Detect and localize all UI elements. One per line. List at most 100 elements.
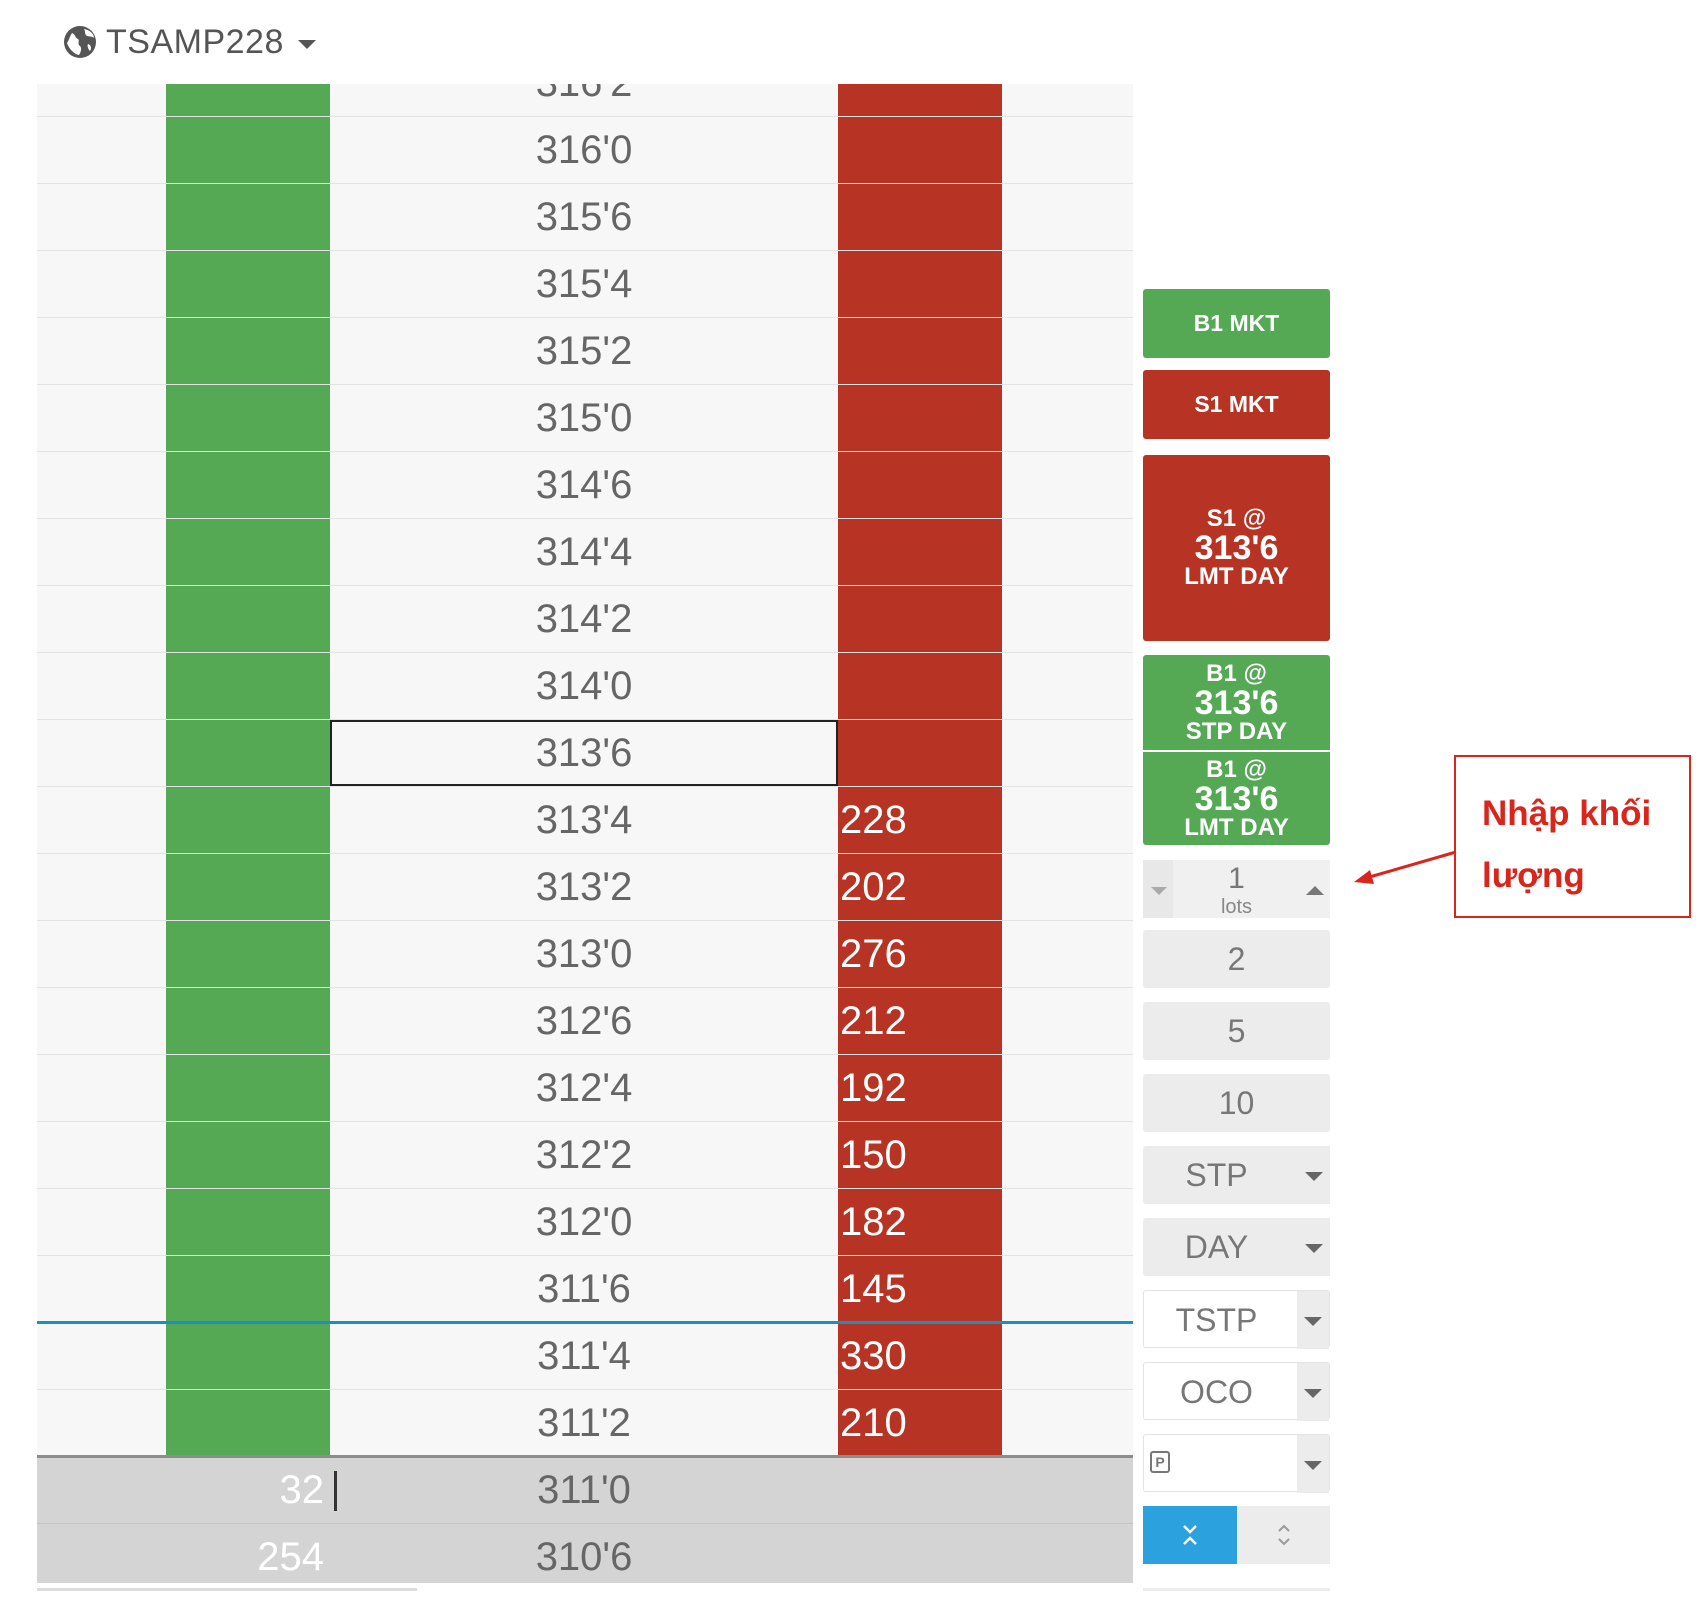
ladder-row[interactable]: 312'0 182 [37,1189,1133,1256]
bid-cell[interactable] [166,1390,330,1456]
ladder-row[interactable]: 311'6 145 [37,1256,1133,1323]
bid-cell[interactable] [166,1189,330,1255]
ask-cell[interactable]: 210 [840,1400,907,1445]
buy-stop-button[interactable]: B1 @ 313'6 STP DAY [1143,655,1330,750]
price-cell[interactable]: 311'4 [537,1333,631,1378]
ladder-row[interactable]: 313'6 [37,720,1133,787]
buy-limit-button[interactable]: B1 @ 313'6 LMT DAY [1143,752,1330,845]
ask-cell[interactable] [838,385,1002,451]
ladder-row[interactable]: 312'6 212 [37,988,1133,1055]
chevron-down-icon[interactable] [1297,1363,1329,1421]
ask-cell[interactable]: 330 [840,1333,907,1378]
trailing-stop-dropdown[interactable]: TSTP [1143,1290,1330,1349]
price-cell[interactable]: 315'4 [535,261,633,306]
price-cell[interactable]: 315'0 [535,395,633,440]
ask-cell[interactable]: 192 [840,1065,907,1110]
bid-cell[interactable] [166,318,330,384]
price-cell[interactable]: 312'2 [535,1132,633,1177]
price-cell[interactable]: 314'4 [535,529,633,574]
ladder-row[interactable]: 314'6 [37,452,1133,519]
ask-cell[interactable] [838,318,1002,384]
ask-cell[interactable] [838,653,1002,719]
ladder-row[interactable]: 316'0 [37,117,1133,184]
ladder-row[interactable]: 254 310'6 [37,1524,1133,1583]
ladder-row[interactable]: 32 311'0 [37,1457,1133,1524]
price-cell[interactable]: 314'0 [535,663,633,708]
bid-cell[interactable] [166,854,330,920]
bid-cell[interactable]: 254 [257,1534,324,1579]
price-cell[interactable]: 315'2 [535,328,633,373]
ladder-scrollbar[interactable] [37,1588,417,1591]
ask-cell[interactable]: 145 [840,1266,907,1311]
ask-cell[interactable] [838,1524,1002,1583]
increment-icon[interactable] [1300,860,1330,918]
bid-cell[interactable] [166,184,330,250]
bid-cell[interactable] [166,452,330,518]
price-cell[interactable]: 316'2 [330,84,838,116]
price-cell[interactable]: 311'0 [330,1457,838,1523]
quick-qty-2-button[interactable]: 2 [1143,930,1330,988]
ladder-row[interactable]: 312'4 192 [37,1055,1133,1122]
bid-cell[interactable] [166,519,330,585]
decrement-icon[interactable] [1143,860,1173,918]
ask-cell[interactable] [838,519,1002,585]
ask-column[interactable] [838,84,1002,1583]
price-cell[interactable]: 312'0 [535,1199,633,1244]
price-cell[interactable]: 313'6 [535,730,633,775]
price-cell[interactable]: 316'0 [535,127,633,172]
price-cell[interactable]: 312'4 [535,1065,633,1110]
ask-cell[interactable] [838,720,1002,786]
bid-cell[interactable] [166,1055,330,1121]
ask-cell[interactable]: 212 [840,998,907,1043]
ladder-row[interactable]: 311'2 210 [37,1390,1133,1457]
bracket-dropdown[interactable]: OCO [1143,1362,1330,1421]
ask-cell[interactable] [838,251,1002,317]
quick-qty-5-button[interactable]: 5 [1143,1002,1330,1060]
bid-cell[interactable] [166,1256,330,1322]
duration-dropdown[interactable]: DAY [1143,1218,1330,1276]
chevron-down-icon[interactable] [1297,1435,1329,1493]
price-cell[interactable]: 313'0 [535,931,633,976]
ladder-row[interactable]: 312'2 150 [37,1122,1133,1189]
buy-market-button[interactable]: B1 MKT [1143,289,1330,358]
price-cell[interactable]: 315'6 [535,194,633,239]
ask-cell[interactable] [838,1457,1002,1523]
ask-cell[interactable] [838,184,1002,250]
price-cell[interactable]: 312'6 [535,998,633,1043]
ladder-row[interactable]: 311'4 330 [37,1323,1133,1390]
price-cell[interactable]: 313'2 [535,864,633,909]
bid-cell[interactable] [166,787,330,853]
ladder-row[interactable]: 315'2 [37,318,1133,385]
bid-cell[interactable] [166,385,330,451]
quick-qty-10-button[interactable]: 10 [1143,1074,1330,1132]
ladder-row[interactable]: 313'4 228 [37,787,1133,854]
bid-cell[interactable] [166,720,330,786]
price-cell[interactable]: 311'2 [537,1400,631,1445]
price-cell[interactable]: 313'4 [535,797,633,842]
order-type-dropdown[interactable]: STP [1143,1146,1330,1204]
ask-cell[interactable]: 182 [840,1199,907,1244]
bid-cell[interactable] [166,653,330,719]
ask-cell[interactable] [838,452,1002,518]
ladder-row[interactable]: 314'0 [37,653,1133,720]
ask-cell[interactable]: 276 [840,931,907,976]
ask-cell[interactable]: 228 [840,797,907,842]
sell-market-button[interactable]: S1 MKT [1143,370,1330,439]
price-ladder[interactable]: 316'2 316'0 315'6 315'4 315'2 315'0 314'6 314'4… [37,84,1133,1583]
price-cell[interactable]: 310'6 [330,1524,838,1583]
price-cell[interactable]: 314'6 [535,462,633,507]
collapse-button[interactable] [1143,1506,1237,1564]
chevron-down-icon[interactable] [1297,1291,1329,1349]
position-dropdown[interactable]: P [1143,1434,1330,1493]
ask-cell[interactable] [838,586,1002,652]
bid-cell[interactable] [166,251,330,317]
bid-cell[interactable] [166,1122,330,1188]
ladder-row[interactable]: 315'6 [37,184,1133,251]
bid-cell[interactable] [166,117,330,183]
chevron-down-icon[interactable] [1298,1146,1330,1204]
ask-cell[interactable]: 202 [840,864,907,909]
bid-cell[interactable] [166,1323,330,1389]
chevron-down-icon[interactable] [1298,1218,1330,1276]
bid-cell[interactable] [166,586,330,652]
bid-cell[interactable] [166,988,330,1054]
